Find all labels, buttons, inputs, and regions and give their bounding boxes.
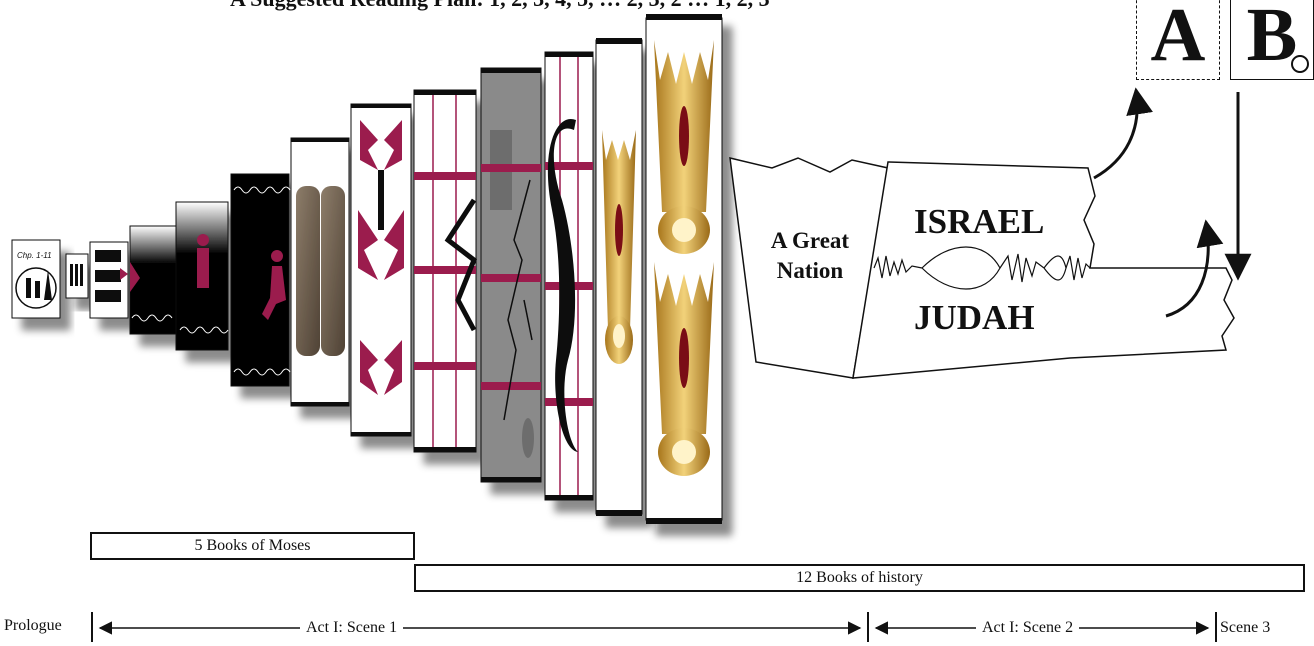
great-nation-label: A Great Nation <box>760 226 860 286</box>
box-a: A <box>1136 0 1220 80</box>
book-exodus-3 <box>230 173 291 387</box>
book-judges <box>480 67 542 483</box>
book-exodus-1 <box>129 225 177 335</box>
book-genesis-1-11 <box>11 239 61 319</box>
timeline-act1-scene2: Act I: Scene 2 <box>976 619 1080 637</box>
box-b: B <box>1230 0 1314 80</box>
return-arrow <box>1165 219 1224 318</box>
book-joshua <box>413 89 478 453</box>
timeline-scene3: Scene 3 <box>1220 619 1271 637</box>
book-kings-crowns <box>645 14 723 524</box>
book-numbers <box>350 103 412 437</box>
israel-label: ISRAEL <box>914 202 1045 241</box>
group-history: 12 Books of history <box>414 564 1305 592</box>
judah-label: JUDAH <box>914 298 1035 337</box>
book-genesis-families <box>89 241 129 319</box>
timeline-prologue: Prologue <box>4 617 62 635</box>
great-nation-line1: A Great <box>770 228 850 253</box>
circle-icon <box>1291 55 1309 73</box>
letter-b: B <box>1246 0 1298 77</box>
book-ruth <box>544 51 594 501</box>
genesis-cover-label: Chp. 1-11 <box>17 251 52 260</box>
group-moses: 5 Books of Moses <box>90 532 415 560</box>
book-exodus-2 <box>175 201 229 351</box>
great-nation-line2: Nation <box>776 258 844 283</box>
timeline-act1-scene1: Act I: Scene 1 <box>300 619 404 637</box>
book-1-samuel-crown <box>595 38 643 516</box>
book-leviticus-tablets <box>290 137 350 407</box>
exile-arrow-israel <box>1093 87 1153 180</box>
book-patriarchs <box>65 253 89 299</box>
letter-a: A <box>1150 0 1206 77</box>
headline: A Suggested Reading Plan: 1, 2, 3, 4, 5,… <box>230 0 770 12</box>
